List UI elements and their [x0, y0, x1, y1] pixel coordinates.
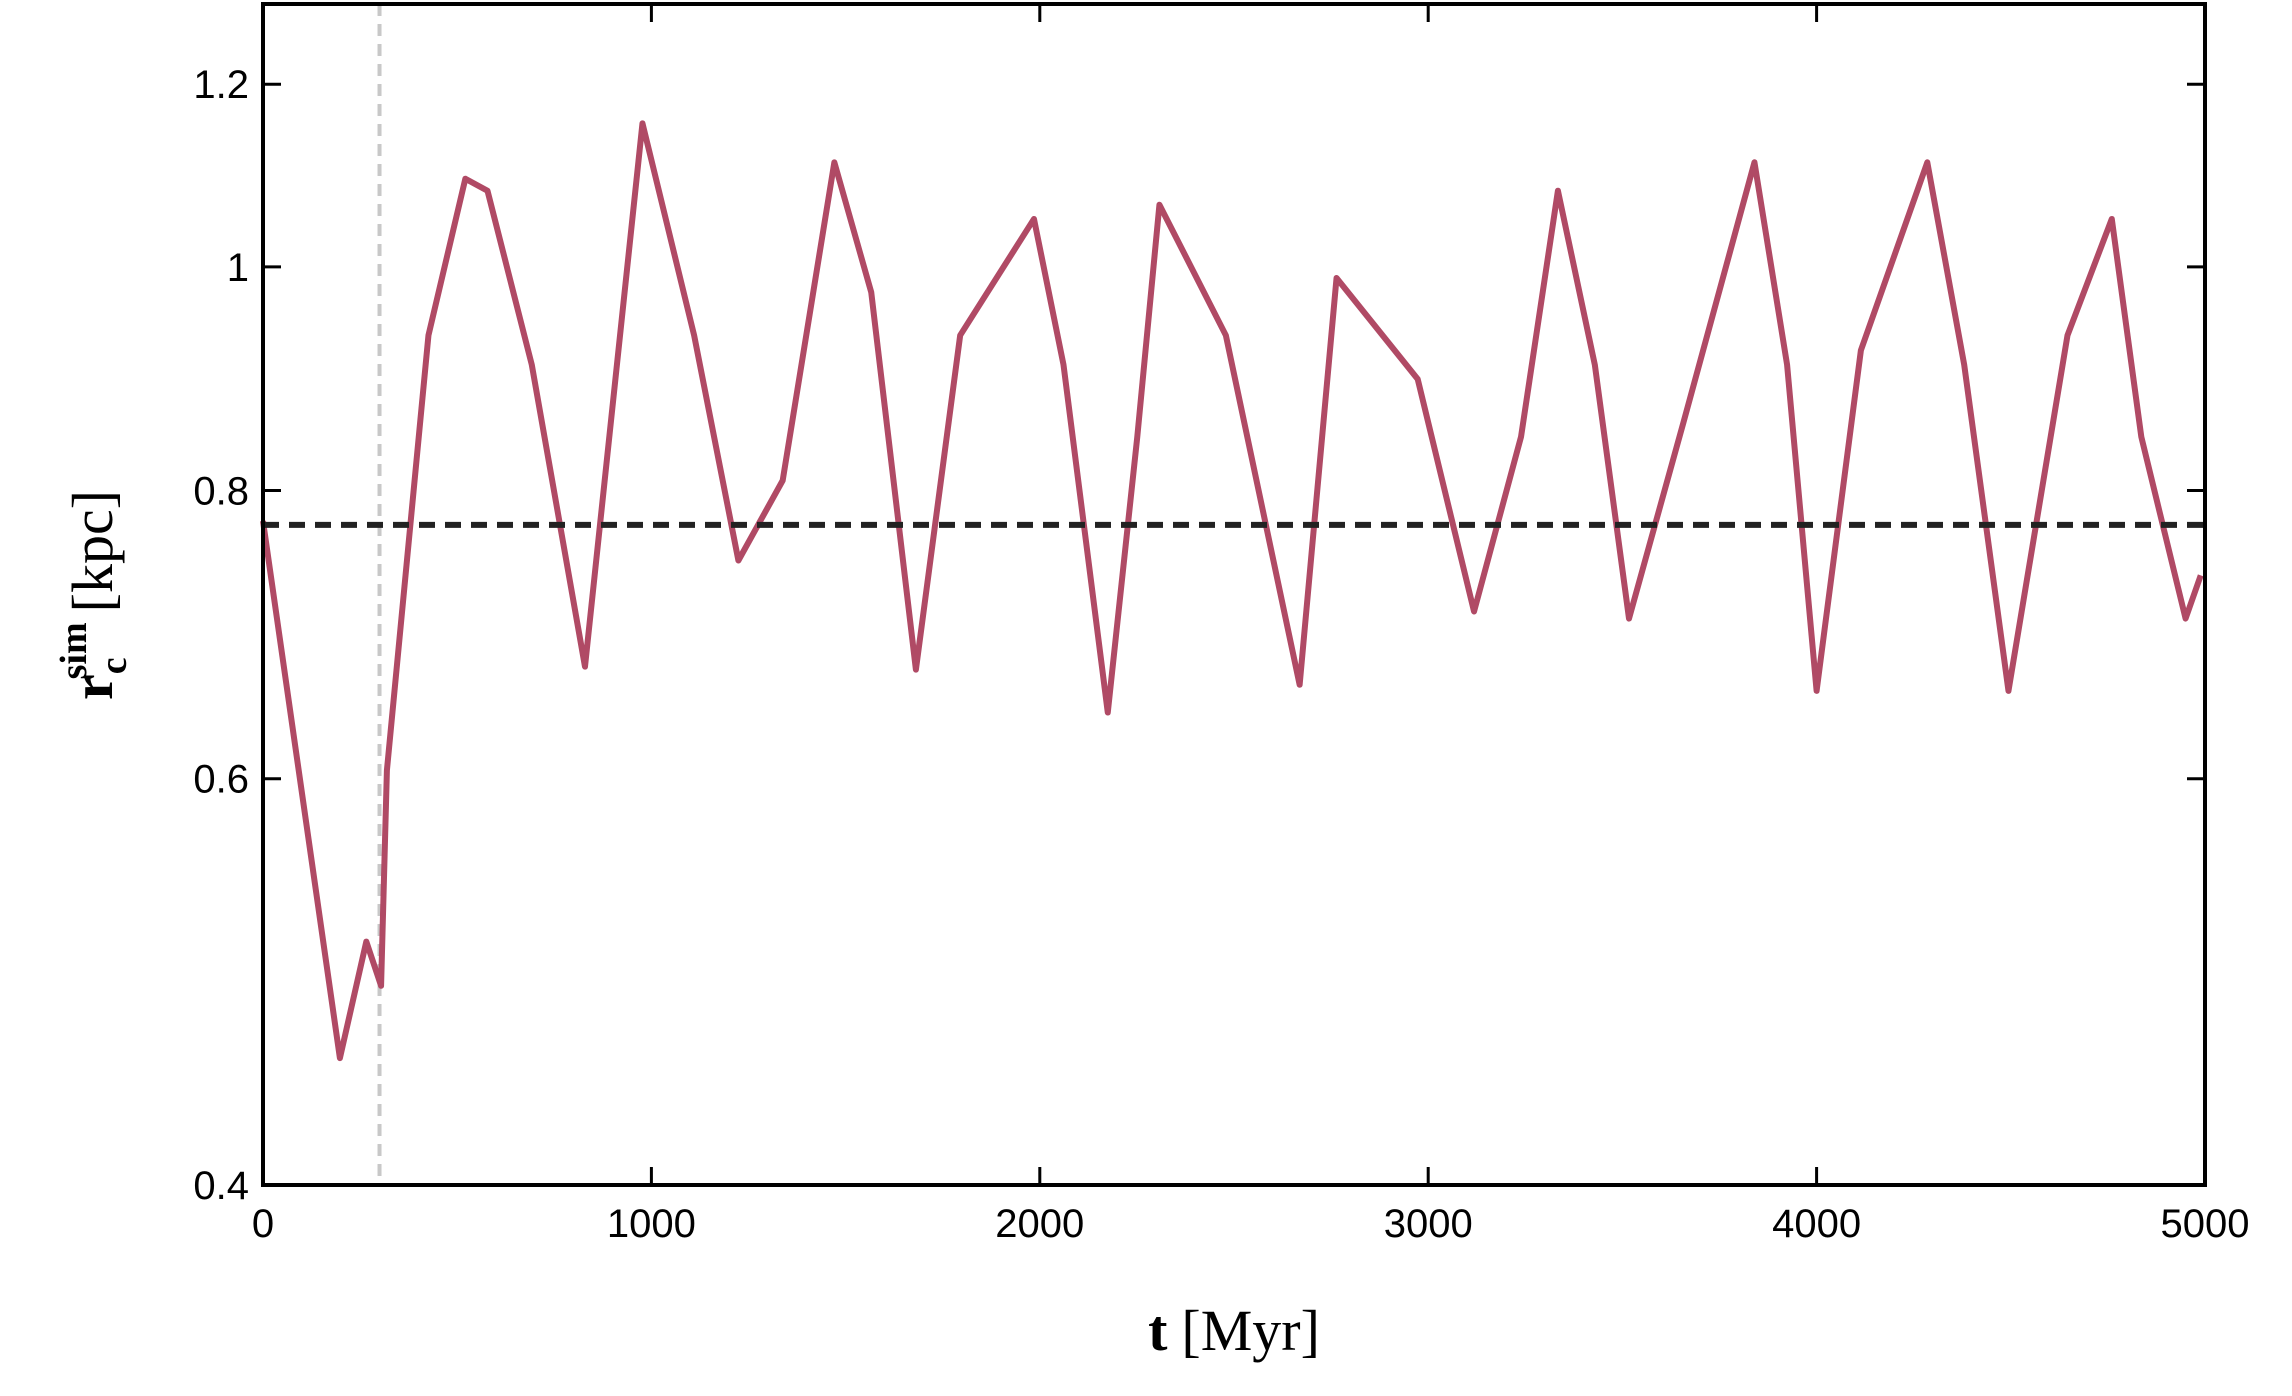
- x-tick-label: 3000: [1384, 1202, 1473, 1246]
- x-symbol: t: [1148, 1298, 1168, 1363]
- x-tick-label: 5000: [2161, 1202, 2250, 1246]
- y-unit: [kpc]: [60, 490, 125, 612]
- y-tick-label: 1.2: [193, 63, 249, 107]
- x-tick-label: 0: [252, 1202, 274, 1246]
- y-tick-label: 0.4: [193, 1164, 249, 1208]
- x-tick-label: 1000: [607, 1202, 696, 1246]
- x-unit: [Myr]: [1181, 1298, 1320, 1363]
- plot-frame: [261, 2, 2207, 1187]
- y-tick-label: 1: [227, 246, 249, 290]
- x-tick-label: 4000: [1772, 1202, 1861, 1246]
- y-sub: c: [93, 657, 135, 674]
- data-line: [260, 120, 2204, 1062]
- y-tick-label: 0.6: [193, 758, 249, 802]
- x-tick-label: 2000: [995, 1202, 1084, 1246]
- y-tick-label: 0.8: [193, 469, 249, 513]
- y-sup: sim: [53, 622, 95, 679]
- y-symbol: r: [60, 674, 125, 700]
- x-axis-label: t [Myr]: [1148, 1298, 1320, 1363]
- y-axis-label: rcsim [kpc]: [53, 490, 135, 700]
